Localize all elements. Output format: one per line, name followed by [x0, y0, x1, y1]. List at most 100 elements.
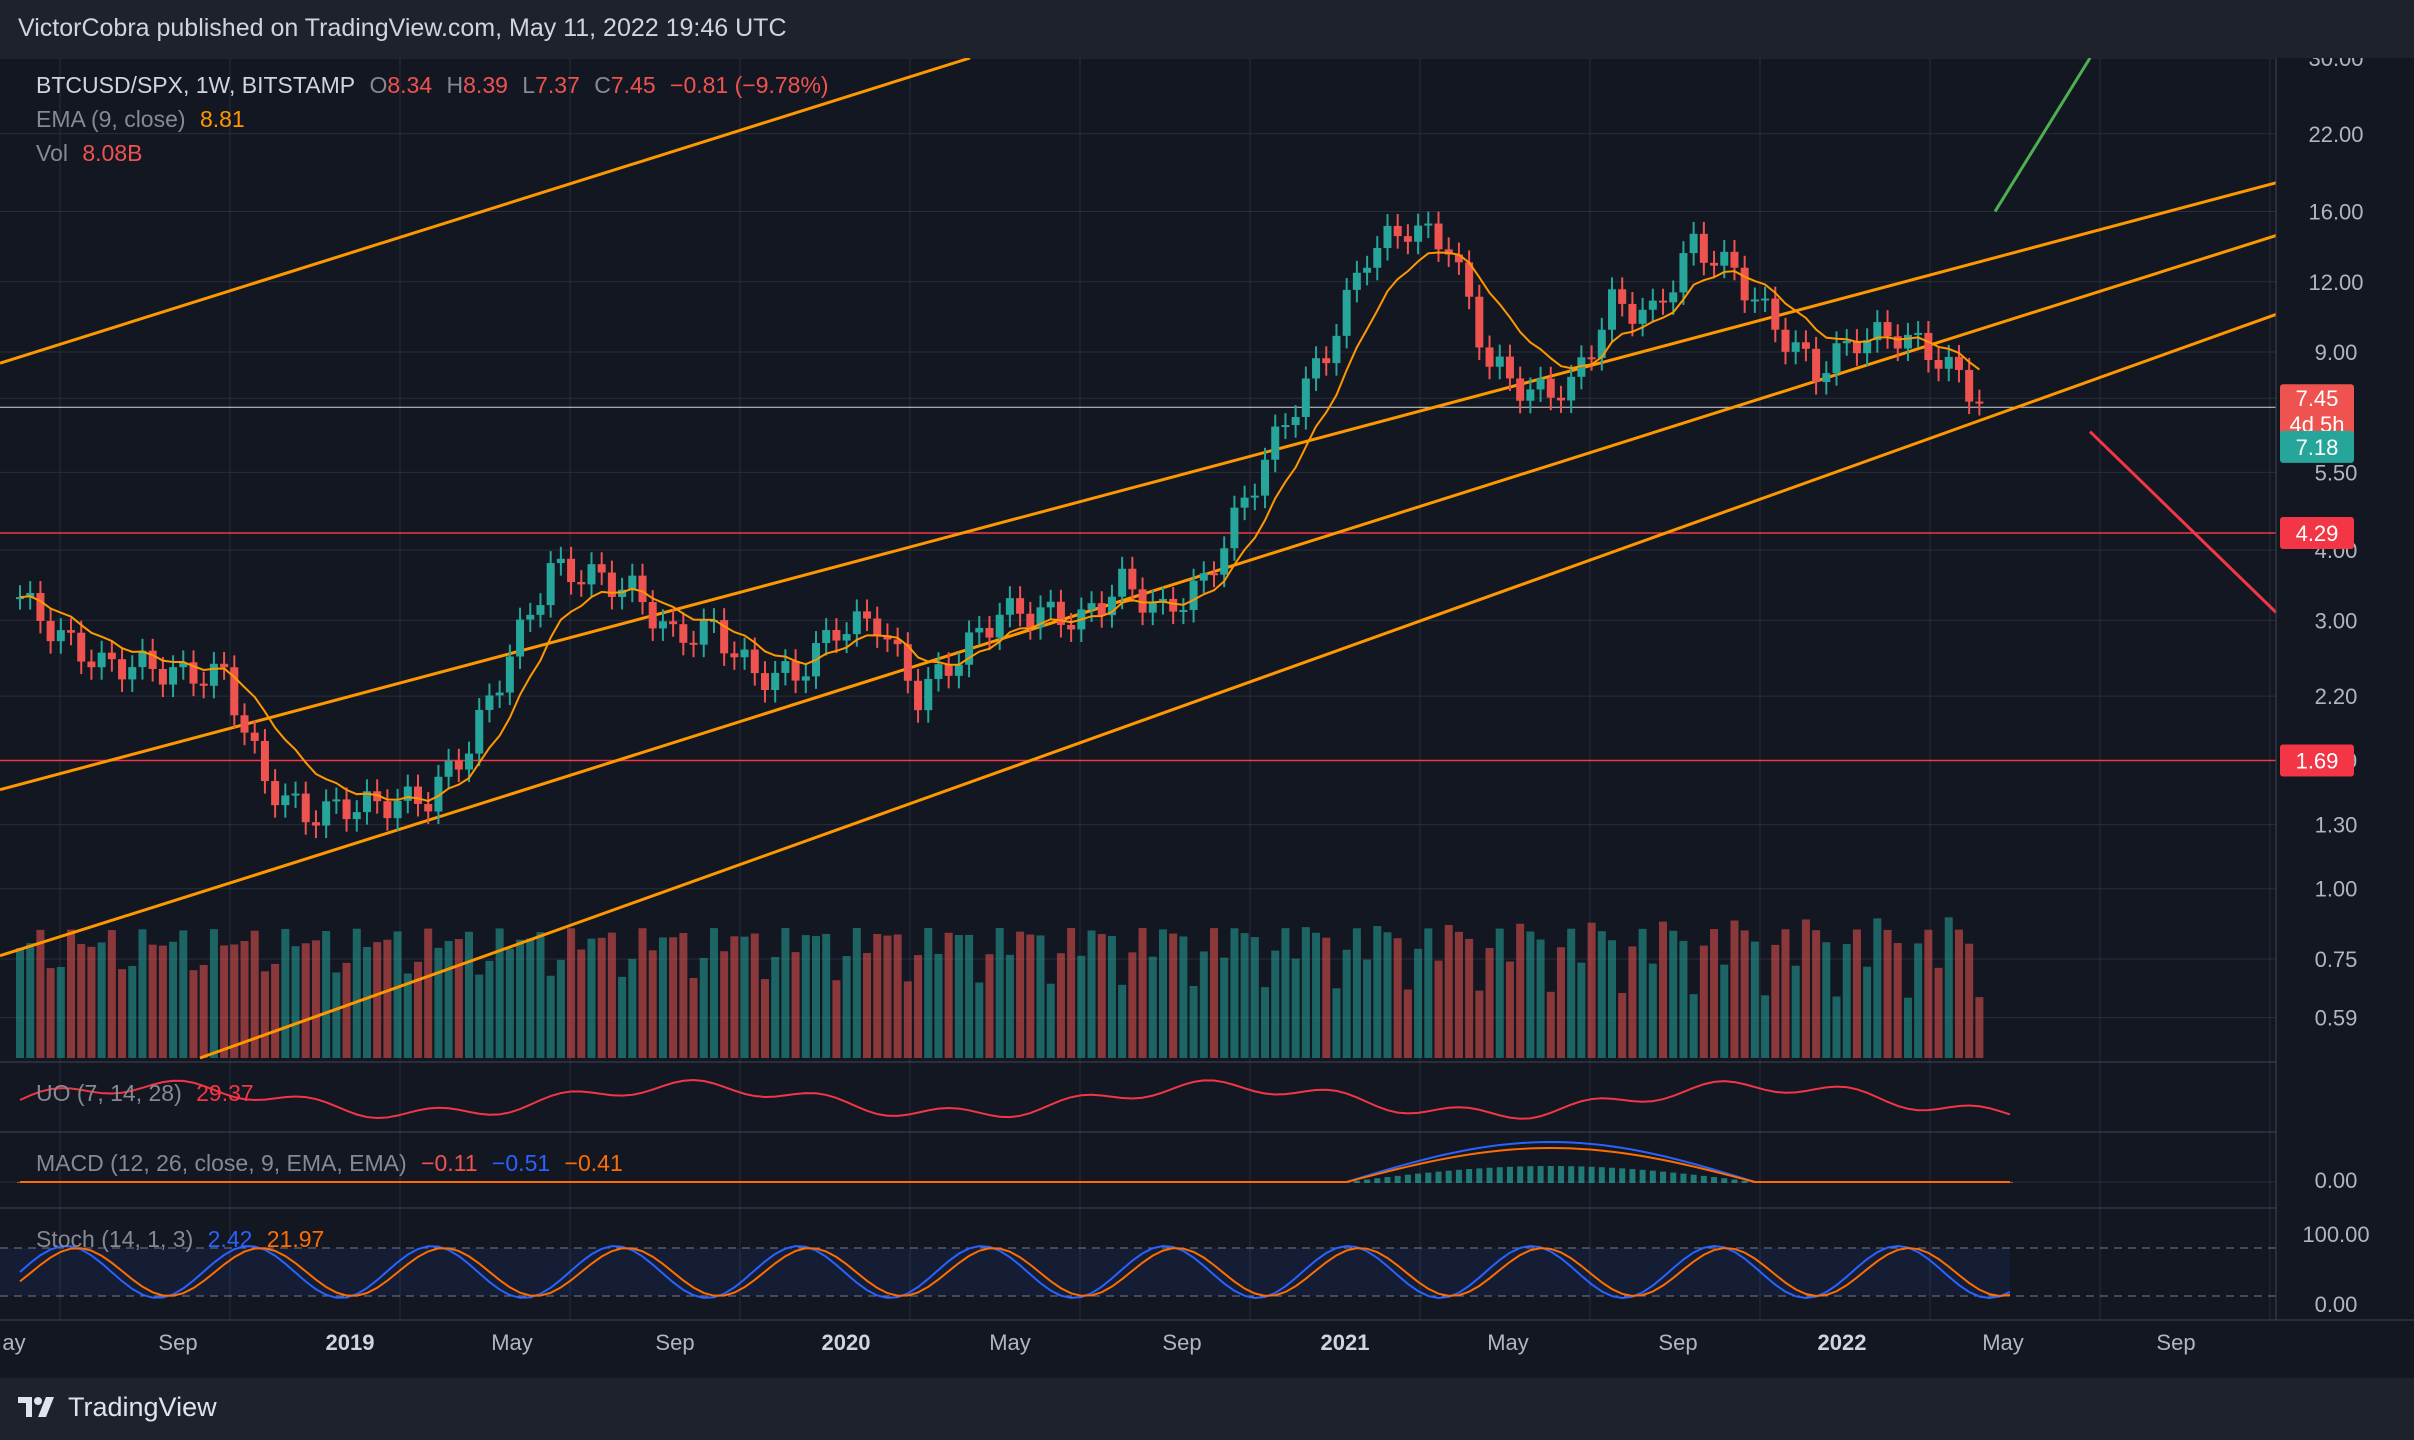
candle-body [291, 793, 300, 796]
volume-bar [1312, 932, 1321, 1058]
candle-body [1699, 233, 1708, 263]
candle-body [1720, 251, 1729, 266]
stoch-label[interactable]: Stoch (14, 1, 3) [36, 1226, 194, 1252]
volume-bar [495, 928, 504, 1058]
candle-body [1750, 299, 1759, 302]
candle-body [852, 611, 861, 635]
volume-bar [1944, 917, 1953, 1058]
volume-bar [1750, 941, 1759, 1058]
volume-bar [1189, 985, 1198, 1058]
candle-body [954, 664, 963, 676]
volume-bar [1822, 942, 1831, 1058]
candle-body [903, 644, 912, 681]
volume-bar [199, 964, 208, 1058]
candle-body [669, 621, 678, 625]
uo-label[interactable]: UO (7, 14, 28) [36, 1080, 182, 1106]
volume-bar [740, 936, 749, 1058]
vol-label[interactable]: Vol [36, 140, 68, 166]
candle-body [1485, 347, 1494, 367]
candle-body [1322, 358, 1331, 364]
volume-bar [230, 944, 239, 1058]
candle-body [1822, 373, 1831, 383]
candle-body [546, 563, 555, 606]
candle-body [148, 650, 157, 670]
volume-bar [832, 980, 841, 1058]
candle-body [924, 678, 933, 711]
last-price-bg [2280, 384, 2354, 441]
macd-hist-value: −0.11 [421, 1150, 478, 1176]
volume-bar [1250, 937, 1259, 1058]
price-chart[interactable]: 30.0022.0016.0012.009.005.504.003.002.20… [0, 58, 2414, 1378]
volume-bar [1801, 919, 1810, 1058]
volume-bar [1067, 928, 1076, 1058]
volume-bar [863, 952, 872, 1058]
lower-level-label-bg [2280, 744, 2354, 777]
candle-body [26, 593, 35, 598]
macd-histogram-bar [1384, 1177, 1391, 1183]
price-tick-label: 3.00 [2315, 608, 2358, 633]
horizontal-levels[interactable] [0, 406, 2276, 762]
candle-body [87, 661, 96, 668]
candle-body [495, 692, 504, 696]
volume-bar [1322, 937, 1331, 1058]
candle-body [893, 639, 902, 645]
trend-lines[interactable] [0, 58, 2278, 1060]
open-value: 8.34 [387, 72, 433, 98]
candle-body [1403, 236, 1412, 242]
macd-histogram-bar [1619, 1168, 1626, 1183]
candle-body [424, 803, 433, 812]
symbol-label[interactable]: BTCUSD/SPX, 1W, BITSTAMP [36, 72, 356, 98]
indicator-panes [0, 1061, 2276, 1300]
volume-bar [1107, 935, 1116, 1058]
volume-bar [1954, 929, 1963, 1058]
ema-line [19, 251, 1980, 803]
volume-bar [16, 948, 24, 1058]
volume-bar [1832, 996, 1841, 1058]
candle-body [842, 634, 851, 641]
volume-bar [424, 928, 433, 1058]
volume-bar [1220, 957, 1229, 1058]
ema-label[interactable]: EMA (9, close) [36, 106, 186, 132]
volume-bar [1567, 928, 1576, 1058]
tradingview-brand[interactable]: TradingView [18, 1392, 217, 1423]
candle-body [1771, 298, 1780, 330]
footer-bar: TradingView [0, 1378, 2414, 1440]
candle-body [1087, 603, 1096, 610]
candle-body [1801, 342, 1810, 349]
volume-bar [985, 954, 994, 1058]
volume-bar [169, 941, 178, 1058]
volume-bar [158, 945, 167, 1058]
lower-level-label: 1.69 [2296, 749, 2339, 774]
macd-histogram-bar [1353, 1180, 1360, 1183]
high-value: 8.39 [463, 72, 508, 98]
candle-body [1730, 251, 1739, 268]
brand-label: TradingView [68, 1392, 217, 1422]
volume-bar [1475, 990, 1484, 1058]
time-tick-label: Sep [158, 1330, 197, 1355]
candle-body [260, 740, 269, 782]
candle-body [1148, 602, 1157, 613]
volume-bar [648, 950, 657, 1058]
volume-bar [97, 942, 106, 1058]
candle-body [1873, 322, 1882, 341]
volume-bar [1281, 928, 1290, 1058]
low-label: L [522, 72, 536, 98]
macd-label[interactable]: MACD (12, 26, close, 9, EMA, EMA) [36, 1150, 407, 1176]
volume-bar [1118, 984, 1127, 1058]
macd-histogram-bar [1711, 1177, 1718, 1183]
price-tick-label: 5.50 [2315, 460, 2358, 485]
time-tick-label: Sep [1658, 1330, 1697, 1355]
macd-histogram-bar [1394, 1175, 1401, 1183]
candle-body [1536, 378, 1545, 390]
volume-bar [771, 956, 780, 1058]
volume-bar [475, 974, 484, 1058]
volume-bar [118, 969, 127, 1058]
volume-bar [669, 937, 678, 1058]
volume-bar [1179, 936, 1188, 1058]
candle-body [618, 589, 627, 597]
volume-bar [607, 932, 616, 1058]
macd-histogram-bar [1557, 1166, 1564, 1183]
candle-body [1546, 378, 1555, 398]
candle-body [1903, 334, 1912, 349]
volume-bar [1005, 954, 1014, 1058]
